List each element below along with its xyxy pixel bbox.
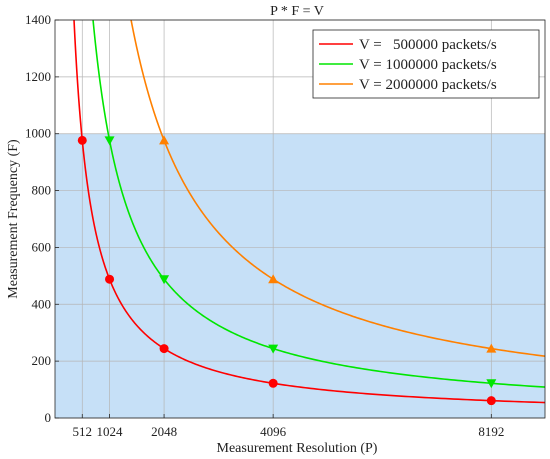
y-tick-label: 200: [32, 353, 52, 368]
series-3: [130, 19, 546, 357]
legend-label: V = 2000000 packets/s: [359, 77, 497, 93]
series-line: [73, 19, 546, 404]
data-point: [268, 274, 279, 284]
data-point: [486, 343, 497, 353]
y-tick-label: 1200: [25, 69, 51, 84]
series-line: [92, 19, 546, 388]
x-tick-label: 4096: [260, 424, 287, 439]
x-axis-label: Measurement Resolution (P): [217, 441, 378, 456]
axis-ticks: 512 1024 2048 4096 8192 0 200 400 600 800 1000 1200…: [25, 12, 504, 439]
data-point: [105, 274, 115, 284]
x-tick-label: 512: [73, 424, 93, 439]
axes-box: [54, 19, 546, 419]
y-tick-label: 400: [32, 296, 52, 311]
data-point: [486, 396, 496, 406]
chart-title: P * F = V: [270, 4, 324, 19]
series-2: [92, 19, 546, 389]
x-tick-label: 1024: [97, 424, 124, 439]
x-tick-label: 2048: [151, 424, 177, 439]
shaded-region: [55, 133, 545, 418]
legend-label: V = 1000000 packets/s: [359, 57, 497, 73]
y-tick-label: 1400: [25, 12, 51, 27]
data-point: [268, 344, 279, 354]
data-point: [159, 344, 169, 354]
y-tick-label: 600: [32, 239, 52, 254]
series-1: [73, 19, 546, 406]
data-point: [159, 275, 170, 285]
y-tick-label: 1000: [25, 126, 51, 141]
data-point: [104, 136, 115, 146]
data-point: [77, 135, 87, 145]
legend: V = 500000 packets/s V = 1000000 packets/…: [312, 29, 540, 99]
y-tick-label: 800: [32, 183, 52, 198]
legend-label: V = 500000 packets/s: [359, 37, 497, 53]
x-tick-label: 8192: [478, 424, 504, 439]
y-tick-label: 0: [45, 410, 52, 425]
series-line: [130, 19, 546, 357]
data-point: [486, 379, 497, 389]
y-axis-label: Measurement Frequency (F): [6, 139, 21, 299]
data-point: [268, 378, 278, 388]
data-point: [159, 135, 170, 145]
